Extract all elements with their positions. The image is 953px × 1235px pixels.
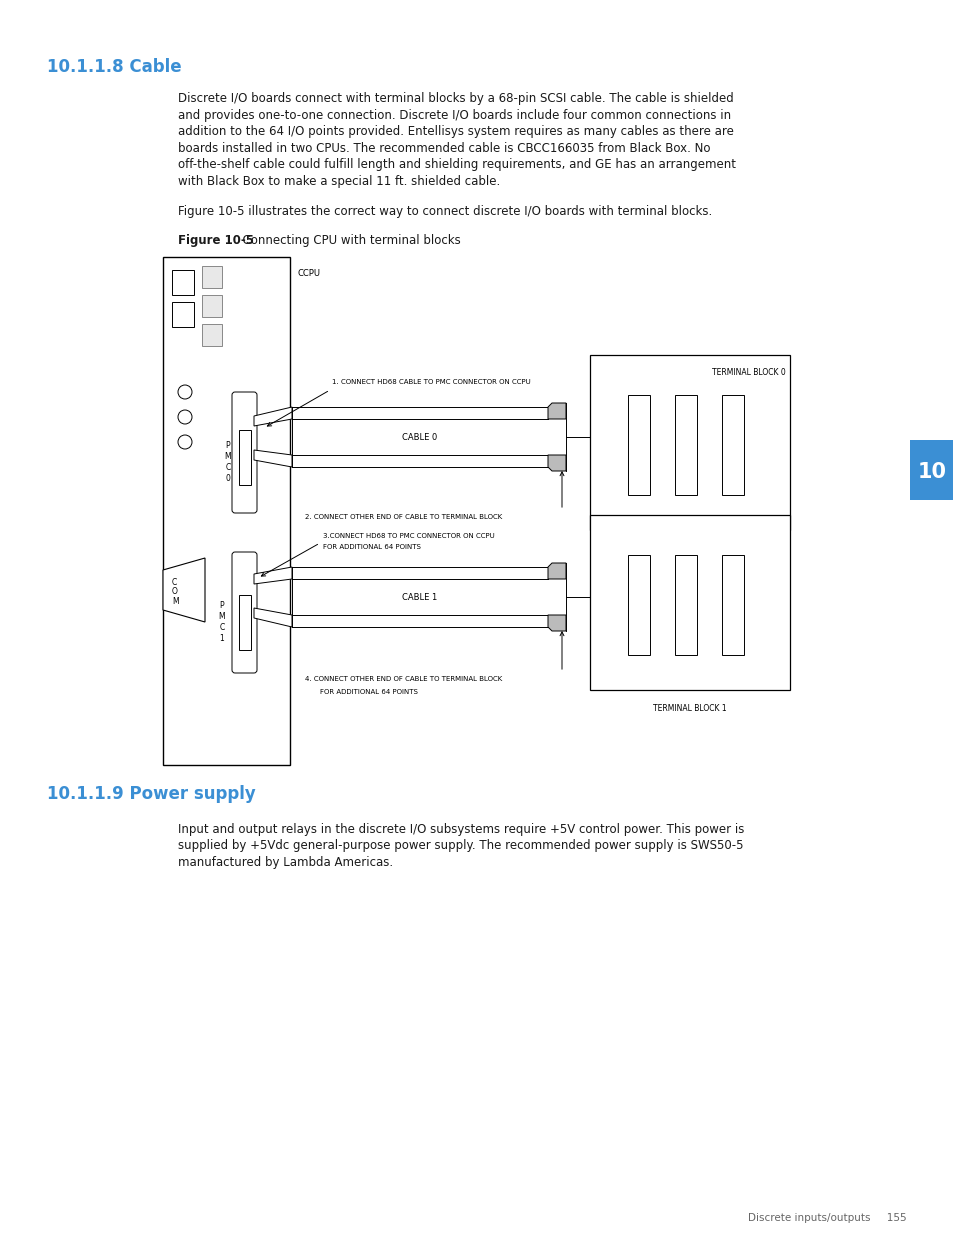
- Polygon shape: [253, 408, 292, 426]
- Polygon shape: [253, 567, 292, 584]
- Text: 10: 10: [917, 462, 945, 482]
- Text: 3.CONNECT HD68 TO PMC CONNECTOR ON CCPU: 3.CONNECT HD68 TO PMC CONNECTOR ON CCPU: [323, 534, 495, 538]
- Text: supplied by +5Vdc general-purpose power supply. The recommended power supply is : supplied by +5Vdc general-purpose power …: [178, 840, 742, 852]
- Text: 4. CONNECT OTHER END OF CABLE TO TERMINAL BLOCK: 4. CONNECT OTHER END OF CABLE TO TERMINA…: [305, 676, 501, 682]
- Bar: [163, 257, 290, 764]
- Polygon shape: [253, 608, 292, 627]
- Text: 10.1.1.8 Cable: 10.1.1.8 Cable: [47, 58, 181, 77]
- Bar: [202, 266, 222, 288]
- Text: P
M
C
1: P M C 1: [218, 601, 225, 643]
- Text: Figure 10-5 illustrates the correct way to connect discrete I/O boards with term: Figure 10-5 illustrates the correct way …: [178, 205, 712, 219]
- Text: boards installed in two CPUs. The recommended cable is CBCC166035 from Black Box: boards installed in two CPUs. The recomm…: [178, 142, 710, 154]
- Bar: [675, 395, 697, 495]
- Bar: [721, 555, 743, 655]
- Text: CABLE 1: CABLE 1: [402, 593, 437, 601]
- Bar: [721, 395, 743, 495]
- Text: P
M
C
0: P M C 0: [225, 441, 231, 483]
- Text: FOR ADDITIONAL 64 POINTS: FOR ADDITIONAL 64 POINTS: [319, 689, 417, 695]
- Polygon shape: [547, 615, 565, 631]
- Bar: [675, 555, 697, 655]
- FancyBboxPatch shape: [232, 391, 256, 513]
- Text: 1. CONNECT HD68 CABLE TO PMC CONNECTOR ON CCPU: 1. CONNECT HD68 CABLE TO PMC CONNECTOR O…: [332, 379, 530, 385]
- Text: C
O
M: C O M: [172, 578, 178, 606]
- Text: and provides one-to-one connection. Discrete I/O boards include four common conn: and provides one-to-one connection. Disc…: [178, 109, 730, 121]
- Bar: [627, 555, 649, 655]
- Text: CABLE 0: CABLE 0: [402, 432, 437, 441]
- Polygon shape: [163, 558, 205, 622]
- Circle shape: [178, 435, 192, 450]
- Text: addition to the 64 I/O points provided. Entellisys system requires as many cable: addition to the 64 I/O points provided. …: [178, 125, 733, 138]
- Text: FOR ADDITIONAL 64 POINTS: FOR ADDITIONAL 64 POINTS: [323, 543, 420, 550]
- Text: manufactured by Lambda Americas.: manufactured by Lambda Americas.: [178, 856, 393, 869]
- Text: Discrete inputs/outputs     155: Discrete inputs/outputs 155: [747, 1213, 906, 1223]
- Text: Input and output relays in the discrete I/O subsystems require +5V control power: Input and output relays in the discrete …: [178, 823, 743, 836]
- Bar: [909, 440, 953, 500]
- Bar: [172, 270, 193, 295]
- Text: 2. CONNECT OTHER END OF CABLE TO TERMINAL BLOCK: 2. CONNECT OTHER END OF CABLE TO TERMINA…: [305, 514, 501, 520]
- Text: Connecting CPU with terminal blocks: Connecting CPU with terminal blocks: [234, 233, 460, 247]
- Text: TERMINAL BLOCK 0: TERMINAL BLOCK 0: [712, 368, 785, 377]
- Bar: [589, 354, 789, 530]
- Text: Discrete I/O boards connect with terminal blocks by a 68-pin SCSI cable. The cab: Discrete I/O boards connect with termina…: [178, 91, 733, 105]
- FancyBboxPatch shape: [232, 552, 256, 673]
- Text: 10.1.1.9 Power supply: 10.1.1.9 Power supply: [47, 785, 255, 803]
- Bar: [202, 324, 222, 346]
- Polygon shape: [547, 403, 565, 419]
- Bar: [202, 295, 222, 317]
- Polygon shape: [547, 563, 565, 579]
- Bar: [239, 430, 251, 485]
- Bar: [589, 515, 789, 690]
- Bar: [627, 395, 649, 495]
- Circle shape: [178, 410, 192, 424]
- Polygon shape: [547, 454, 565, 471]
- Polygon shape: [253, 450, 292, 467]
- Circle shape: [178, 385, 192, 399]
- Text: off-the-shelf cable could fulfill length and shielding requirements, and GE has : off-the-shelf cable could fulfill length…: [178, 158, 735, 170]
- Text: with Black Box to make a special 11 ft. shielded cable.: with Black Box to make a special 11 ft. …: [178, 174, 499, 188]
- Bar: [172, 303, 193, 327]
- Text: CCPU: CCPU: [297, 269, 320, 278]
- Text: Figure 10-5: Figure 10-5: [178, 233, 253, 247]
- Text: TERMINAL BLOCK 1: TERMINAL BLOCK 1: [653, 704, 726, 713]
- Bar: [239, 595, 251, 650]
